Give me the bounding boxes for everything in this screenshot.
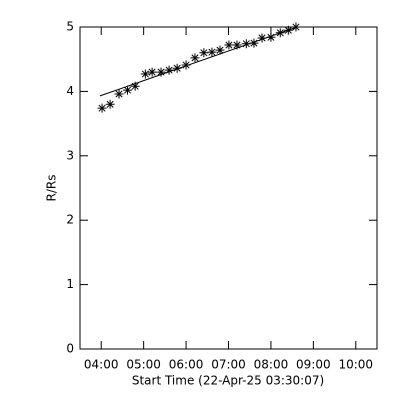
asterisk-marker [249,38,259,48]
asterisk-marker [114,89,124,99]
plot-frame [79,26,378,350]
y-axis-label: R/Rs [45,175,59,202]
asterisk-marker [140,69,150,79]
asterisk-marker [224,40,234,50]
y-tick-label: 2 [66,213,74,227]
asterisk-marker [190,53,200,63]
asterisk-marker [199,48,209,58]
asterisk-marker [147,67,157,77]
y-tick-label: 0 [66,342,74,356]
asterisk-marker [275,28,285,38]
x-tick-label: 06:00 [169,358,204,372]
x-tick-label: 04:00 [84,358,119,372]
x-tick-label: 07:00 [211,358,246,372]
y-tick-label: 5 [66,20,74,34]
asterisk-marker [130,81,140,91]
asterisk-marker [257,33,267,43]
x-tick-label: 05:00 [126,358,161,372]
asterisk-marker [241,39,251,49]
y-tick-label: 1 [66,277,74,291]
asterisk-marker [172,63,182,73]
asterisk-marker [215,45,225,55]
asterisk-marker [164,65,174,75]
asterisk-marker [232,40,242,50]
x-tick-label: 09:00 [296,358,331,372]
y-tick-label: 4 [66,84,74,98]
x-axis-label: Start Time (22-Apr-25 03:30:07) [132,374,324,388]
asterisk-marker [291,22,301,32]
asterisk-marker [97,103,107,113]
x-tick-label: 10:00 [338,358,373,372]
asterisk-marker [181,60,191,70]
asterisk-marker [156,67,166,77]
asterisk-marker [207,47,217,57]
asterisk-marker [266,32,276,42]
asterisk-marker [283,25,293,35]
asterisk-marker [105,99,115,109]
asterisk-marker [123,85,133,95]
y-tick-label: 3 [66,148,74,162]
x-tick-label: 08:00 [254,358,289,372]
